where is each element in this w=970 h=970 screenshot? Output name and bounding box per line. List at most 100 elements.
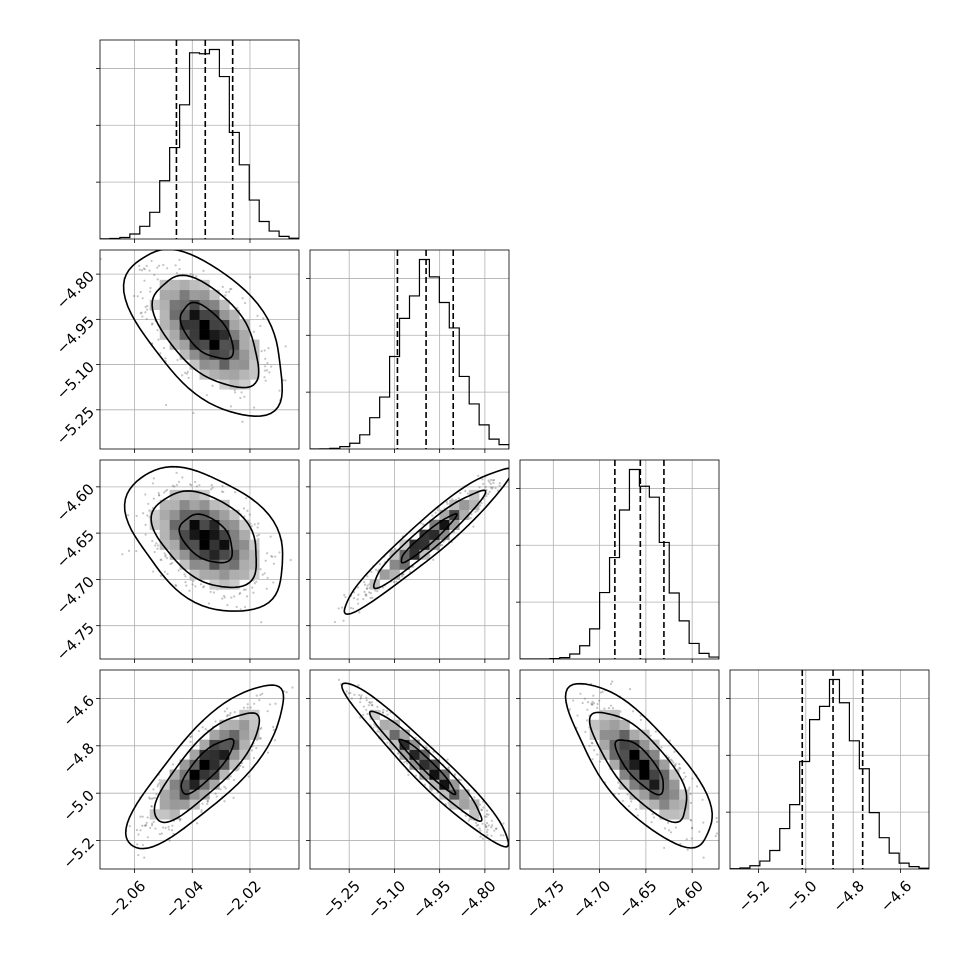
scatter-point bbox=[149, 290, 152, 293]
density-cell bbox=[179, 319, 190, 330]
scatter-point bbox=[368, 591, 371, 594]
density-cell bbox=[219, 759, 230, 770]
scatter-point bbox=[441, 544, 444, 547]
scatter-point bbox=[230, 596, 233, 599]
scatter-point bbox=[171, 824, 174, 827]
density-cell bbox=[629, 779, 640, 790]
scatter-point bbox=[490, 819, 493, 822]
density-cell bbox=[669, 789, 680, 800]
scatter-point bbox=[243, 395, 246, 398]
scatter-point bbox=[257, 533, 261, 536]
scatter-point bbox=[239, 764, 242, 767]
scatter-point bbox=[221, 285, 224, 288]
scatter-point bbox=[190, 735, 193, 738]
contour-line-2 bbox=[340, 682, 509, 848]
contour-line-1 bbox=[368, 710, 483, 823]
density-cell bbox=[229, 759, 240, 770]
scatter-point bbox=[154, 544, 157, 547]
density-cell bbox=[619, 749, 630, 760]
scatter-point bbox=[143, 268, 146, 271]
density-cell bbox=[619, 719, 630, 730]
density-cell bbox=[389, 719, 400, 730]
scatter-point bbox=[678, 766, 681, 769]
scatter-point bbox=[229, 711, 232, 715]
scatter-point bbox=[220, 490, 223, 493]
scatter-point bbox=[481, 478, 484, 481]
scatter-point bbox=[146, 304, 149, 308]
scatter-point bbox=[266, 362, 269, 365]
scatter-point bbox=[485, 831, 489, 834]
scatter-point bbox=[136, 843, 139, 846]
density-cell bbox=[199, 749, 210, 760]
scatter-point bbox=[485, 813, 488, 816]
density-cell bbox=[239, 569, 250, 580]
density-panel-1-0: −5.25−5.10−4.95−4.80 bbox=[53, 249, 300, 453]
scatter-point bbox=[202, 586, 205, 589]
density-cell bbox=[199, 319, 210, 330]
scatter-point bbox=[691, 826, 694, 829]
scatter-point bbox=[716, 820, 719, 823]
scatter-point bbox=[603, 707, 606, 710]
scatter-point bbox=[274, 555, 277, 558]
scatter-point bbox=[137, 853, 140, 857]
scatter-point bbox=[669, 831, 673, 834]
scatter-point bbox=[365, 696, 368, 699]
contour-line-2 bbox=[564, 682, 714, 849]
y-tick-label: −4.8 bbox=[60, 739, 98, 777]
scatter-point bbox=[199, 583, 203, 586]
scatter-point bbox=[414, 736, 417, 739]
density-cell bbox=[249, 349, 260, 360]
scatter-point bbox=[482, 806, 485, 809]
scatter-point bbox=[568, 708, 571, 711]
density-cell bbox=[199, 559, 210, 570]
scatter-point bbox=[242, 507, 246, 510]
density-cell bbox=[179, 549, 190, 560]
scatter-point bbox=[150, 824, 154, 827]
scatter-point bbox=[259, 737, 262, 740]
scatter-point bbox=[369, 701, 372, 704]
x-tick-label: −5.2 bbox=[735, 877, 773, 915]
density-cell bbox=[449, 779, 460, 790]
scatter-point bbox=[181, 476, 184, 479]
scatter-point bbox=[598, 699, 601, 702]
scatter-point bbox=[222, 490, 225, 494]
scatter-point bbox=[689, 792, 692, 795]
scatter-point bbox=[249, 706, 252, 709]
density-cell bbox=[239, 319, 250, 330]
density-cell bbox=[169, 499, 180, 511]
density-cell bbox=[149, 519, 160, 530]
scatter-point bbox=[194, 480, 197, 484]
scatter-point bbox=[212, 591, 216, 594]
scatter-point bbox=[246, 703, 249, 706]
scatter-point bbox=[211, 384, 214, 387]
scatter-point bbox=[636, 814, 639, 817]
scatter-point bbox=[192, 579, 195, 582]
scatter-point bbox=[337, 664, 339, 666]
scatter-point bbox=[248, 513, 251, 516]
scatter-point bbox=[201, 726, 204, 729]
density-cell bbox=[189, 309, 200, 320]
scatter-point bbox=[173, 485, 176, 488]
scatter-point bbox=[169, 562, 172, 566]
scatter-point bbox=[479, 835, 482, 838]
density-cell bbox=[229, 529, 240, 540]
scatter-point bbox=[272, 725, 275, 729]
scatter-point bbox=[143, 279, 146, 282]
density-cell bbox=[179, 509, 190, 520]
scatter-point bbox=[476, 509, 479, 512]
scatter-point bbox=[285, 691, 288, 694]
density-cell bbox=[199, 769, 210, 780]
scatter-point bbox=[673, 750, 676, 753]
density-cell bbox=[619, 779, 630, 790]
scatter-point bbox=[255, 580, 258, 583]
density-cell bbox=[189, 359, 200, 370]
x-tick-label: −4.75 bbox=[523, 877, 568, 922]
scatter-point bbox=[195, 485, 198, 488]
density-cell bbox=[239, 539, 250, 550]
density-cell bbox=[369, 579, 380, 590]
scatter-point bbox=[486, 834, 489, 837]
density-content bbox=[520, 670, 719, 869]
scatter-point bbox=[423, 783, 426, 786]
scatter-point bbox=[278, 389, 281, 392]
density-panel-2-1 bbox=[306, 459, 510, 663]
